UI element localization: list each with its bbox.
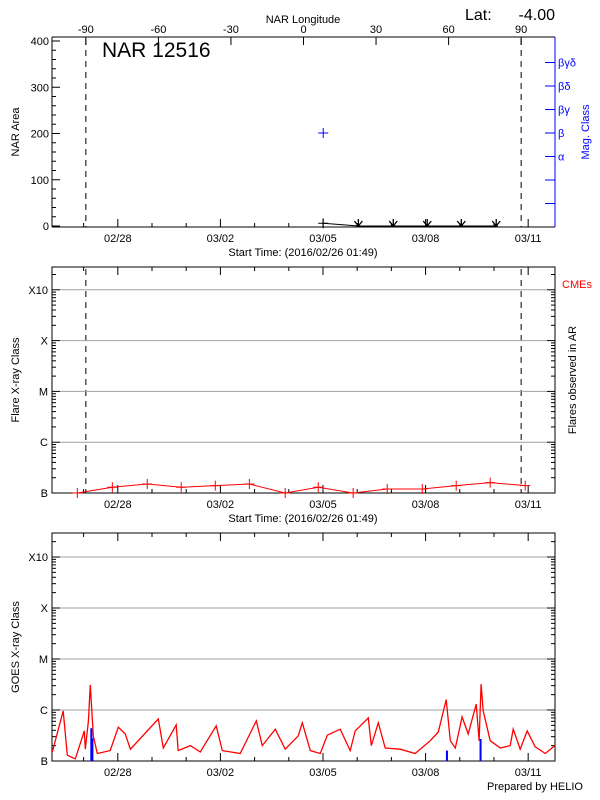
longitude-axis-title: NAR Longitude bbox=[266, 14, 341, 26]
plot-frame bbox=[51, 266, 556, 494]
date-tick-label: 03/05 bbox=[309, 233, 337, 245]
flares-axis-title: Flares observed in AR bbox=[567, 326, 579, 434]
flare-point bbox=[485, 477, 496, 488]
flare-point bbox=[244, 479, 255, 490]
area-point-plus bbox=[318, 218, 329, 229]
flare-point bbox=[451, 480, 462, 491]
flare-point bbox=[142, 479, 153, 490]
lat-label: Lat: bbox=[465, 7, 492, 24]
flare-point bbox=[382, 483, 393, 494]
area-upper-limit-arrow bbox=[491, 219, 501, 228]
mag-class-point bbox=[318, 128, 329, 138]
longitude-tick-label: 30 bbox=[370, 24, 382, 36]
goes-flux-line bbox=[51, 684, 556, 760]
mag-class-tick-label: α bbox=[558, 152, 565, 164]
longitude-tick-label: -90 bbox=[78, 24, 94, 36]
flare-point bbox=[176, 482, 187, 493]
area-tick-label: 0 bbox=[43, 221, 49, 233]
date-tick-label: 03/02 bbox=[207, 499, 235, 511]
class-tick-label: C bbox=[40, 705, 48, 717]
class-tick-label: B bbox=[41, 488, 48, 500]
date-tick-label: 03/08 bbox=[412, 499, 440, 511]
flare-point bbox=[417, 483, 428, 494]
longitude-tick-label: 60 bbox=[442, 24, 454, 36]
date-tick-label: 03/08 bbox=[412, 767, 440, 779]
area-tick-label: 400 bbox=[31, 36, 49, 48]
flare-point bbox=[210, 480, 221, 491]
date-tick-label: 02/28 bbox=[104, 767, 132, 779]
area-upper-limit-arrow bbox=[456, 219, 466, 228]
longitude-tick-label: 0 bbox=[300, 24, 306, 36]
class-tick-label: M bbox=[39, 386, 48, 398]
mag-class-tick-label: βγδ bbox=[558, 58, 576, 70]
flare-series-line bbox=[77, 482, 526, 494]
mag-class-tick-label: βδ bbox=[558, 81, 570, 93]
date-tick-label: 03/11 bbox=[515, 767, 542, 779]
date-tick-label: 03/11 bbox=[515, 499, 542, 511]
area-upper-limit-arrow bbox=[388, 219, 398, 228]
date-tick-label: 02/28 bbox=[104, 499, 132, 511]
prepared-by-credit: Prepared by HELIO bbox=[487, 781, 583, 793]
class-axis-title: Flare X-ray Class bbox=[10, 337, 22, 422]
longitude-tick-label: -30 bbox=[223, 24, 239, 36]
date-tick-label: 03/08 bbox=[412, 233, 440, 245]
class-tick-label: X bbox=[41, 336, 49, 348]
x-axis-title: Start Time: (2016/02/26 01:49) bbox=[228, 247, 377, 259]
area-tick-label: 100 bbox=[31, 175, 49, 187]
area-tick-label: 200 bbox=[31, 129, 49, 141]
plot-frame bbox=[51, 532, 556, 762]
flare-point bbox=[520, 480, 531, 491]
date-tick-label: 03/05 bbox=[309, 499, 337, 511]
area-upper-limit-arrow bbox=[353, 219, 363, 228]
flare-point bbox=[313, 482, 324, 493]
date-tick-label: 02/28 bbox=[104, 233, 132, 245]
longitude-tick-label: 90 bbox=[515, 24, 527, 36]
area-upper-limit-arrow bbox=[422, 219, 432, 228]
cme-legend-label: CMEs bbox=[562, 279, 592, 291]
class-tick-label: X10 bbox=[28, 285, 48, 297]
date-tick-label: 03/11 bbox=[515, 233, 542, 245]
class-tick-label: M bbox=[39, 654, 48, 666]
class-tick-label: B bbox=[41, 756, 48, 768]
flare-point bbox=[348, 488, 359, 498]
class-axis-title: GOES X-ray Class bbox=[10, 601, 22, 693]
mag-class-axis-title: Mag. Class bbox=[580, 104, 592, 160]
date-tick-label: 03/05 bbox=[309, 767, 337, 779]
region-title: NAR 12516 bbox=[102, 39, 211, 62]
flare-point bbox=[72, 488, 83, 498]
area-tick-label: 300 bbox=[31, 82, 49, 94]
class-tick-label: C bbox=[40, 437, 48, 449]
mag-class-tick-label: β bbox=[558, 128, 564, 140]
area-axis-title: NAR Area bbox=[10, 107, 22, 157]
flare-point bbox=[107, 482, 118, 493]
lat-value: -4.00 bbox=[519, 7, 556, 24]
mag-class-tick-label: βγ bbox=[558, 105, 570, 117]
area-series-line bbox=[323, 222, 497, 227]
flare-point bbox=[280, 488, 291, 498]
longitude-tick-label: -60 bbox=[150, 24, 166, 36]
date-tick-label: 03/02 bbox=[207, 767, 235, 779]
class-tick-label: X10 bbox=[28, 552, 48, 564]
date-tick-label: 03/02 bbox=[207, 233, 235, 245]
class-tick-label: X bbox=[41, 603, 49, 615]
x-axis-title: Start Time: (2016/02/26 01:49) bbox=[228, 513, 377, 525]
